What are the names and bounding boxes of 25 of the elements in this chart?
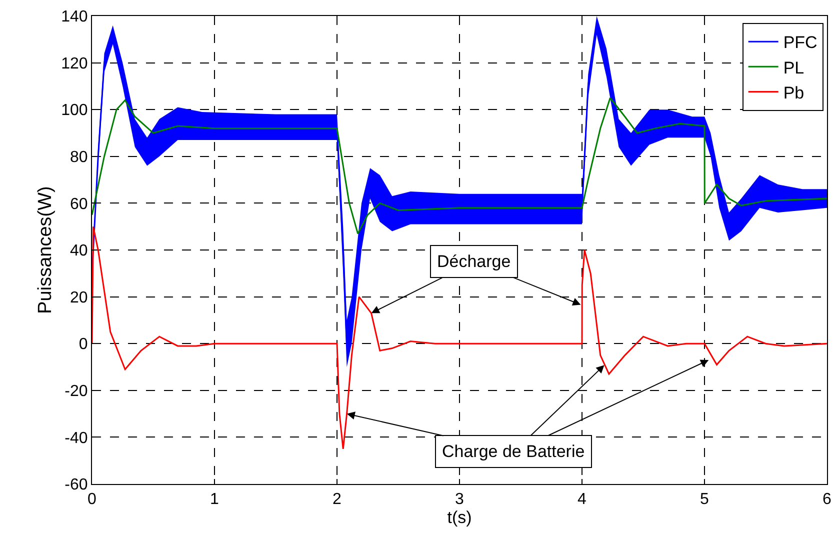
y-tick-label: -20	[64, 383, 88, 400]
y-tick-label: 60	[70, 196, 88, 213]
y-tick-label: 140	[61, 8, 88, 26]
y-tick-label: 40	[70, 242, 88, 260]
legend-label: Pb	[783, 83, 804, 102]
y-tick-label: 120	[61, 55, 88, 72]
y-tick-label: 80	[70, 149, 88, 166]
x-tick-label: 2	[332, 491, 342, 508]
y-axis-title: Puissances(W)	[34, 186, 56, 314]
annotation: Charge de Batterie	[442, 442, 585, 461]
y-tick-label: -60	[64, 476, 88, 494]
legend-label: PL	[783, 58, 804, 78]
x-tick-label: 3	[455, 491, 464, 508]
y-tick-label: 100	[61, 102, 88, 120]
x-tick-label: 5	[700, 491, 710, 508]
line-series	[92, 97, 827, 234]
y-tick-label: 0	[78, 336, 88, 354]
x-tick-label: 6	[822, 491, 832, 508]
x-tick-label: 4	[578, 491, 587, 508]
legend-label: PFC	[783, 33, 818, 52]
y-tick-label: -40	[64, 430, 88, 447]
y-tick-label: 20	[70, 289, 88, 306]
x-tick-label: 1	[210, 491, 220, 508]
x-axis-title: t(s)	[447, 508, 472, 528]
annotation: Décharge	[437, 252, 511, 271]
